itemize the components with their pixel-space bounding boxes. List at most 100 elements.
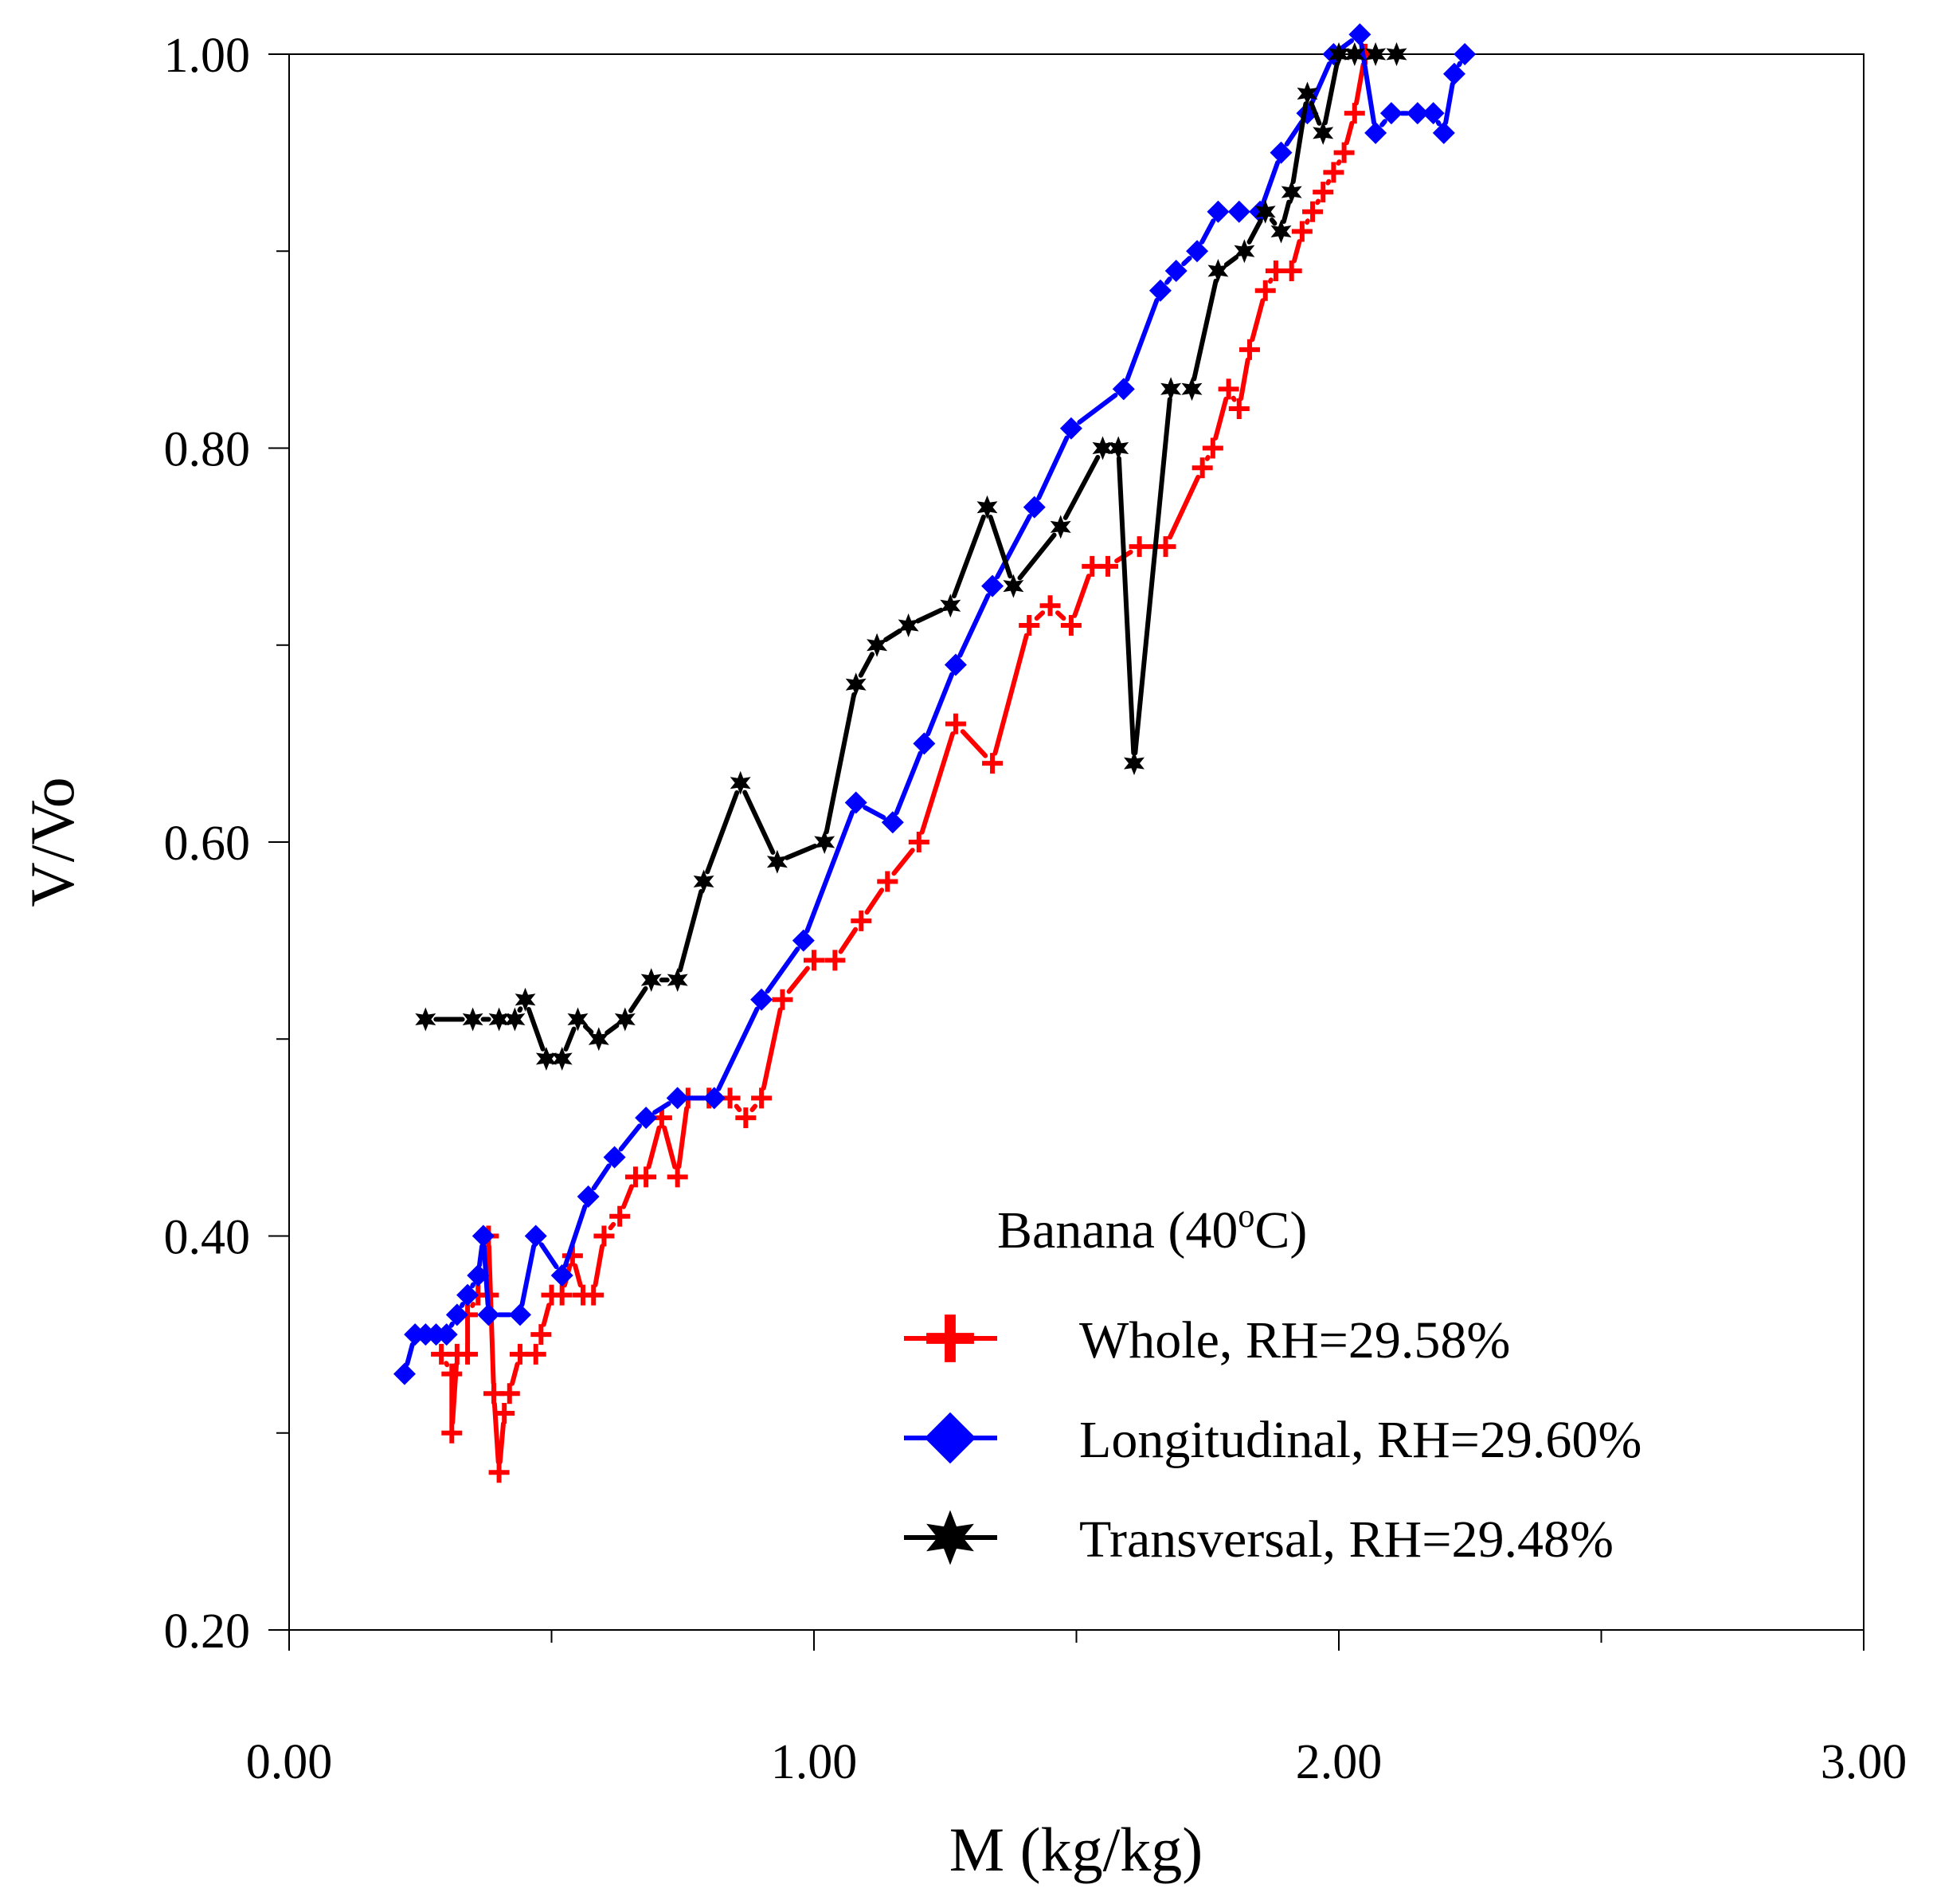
x-axis-ticks: 0.00 1.00 2.00 3.00: [246, 1630, 1907, 1789]
series-line-segment: [1034, 610, 1046, 621]
y-tick-label: 0.80: [164, 423, 251, 477]
legend-title-main: Banana (40: [997, 1201, 1238, 1260]
data-point-diamond: [472, 1224, 495, 1248]
data-point-star: [814, 830, 835, 854]
plot-area-frame: [288, 53, 1865, 1631]
series-line-segment: [517, 1006, 523, 1013]
data-point-star: [515, 987, 536, 1012]
series-line-segment: [784, 844, 818, 860]
series-line-segment: [864, 887, 885, 915]
series-line-segment: [734, 1103, 742, 1112]
series-line-segment: [1292, 239, 1302, 264]
legend-marker-star: [926, 1510, 974, 1565]
data-point-diamond: [1348, 23, 1371, 46]
data-point-plus: [1019, 615, 1040, 637]
series-line-segment: [915, 607, 944, 624]
data-point-plus: [499, 1383, 520, 1404]
data-point-diamond: [1454, 43, 1477, 65]
data-point-plus: [593, 1225, 615, 1247]
series-line-segment: [1284, 119, 1305, 147]
series-line-segment: [652, 1101, 671, 1115]
x-axis-label: M (kg/kg): [949, 1815, 1203, 1884]
data-point-plus: [1333, 142, 1355, 163]
data-point-diamond: [1186, 240, 1209, 263]
series-line-segment: [1036, 435, 1070, 500]
series-line-segment: [1354, 61, 1366, 106]
data-point-diamond: [913, 732, 936, 755]
y-tick-label: 1.00: [164, 29, 251, 83]
series-line-segment: [1339, 38, 1354, 51]
data-point-plus: [1291, 221, 1313, 242]
x-tick-label: 1.00: [771, 1735, 858, 1789]
data-point-star: [488, 1007, 510, 1032]
data-point-diamond: [1112, 378, 1135, 401]
series-line-segment: [925, 672, 955, 737]
data-point-diamond: [1207, 200, 1230, 223]
data-point-plus: [751, 1087, 773, 1109]
data-point-plus: [1323, 162, 1344, 183]
series-line-segment: [646, 1125, 662, 1169]
series-line-segment: [1261, 159, 1281, 205]
series-line-segment: [716, 1006, 760, 1091]
series-line-segment: [1231, 395, 1237, 402]
data-point-plus: [804, 950, 824, 971]
legend-label: Whole, RH=29.58%: [1079, 1311, 1510, 1369]
series-line-segment: [1191, 278, 1219, 382]
data-point-plus: [1218, 378, 1239, 400]
legend-entry-longitudinal: Longitudinal, RH=29.60%: [904, 1411, 1641, 1469]
series-line-segment: [678, 889, 704, 973]
y-axis-ticks: 0.20 0.40 0.60 0.80 1.00: [164, 29, 289, 1659]
series-line-segment: [1344, 120, 1355, 146]
series-line-segment: [444, 1361, 450, 1368]
data-point-star: [1386, 42, 1407, 66]
series-line-segment: [628, 985, 648, 1013]
data-point-plus: [1238, 339, 1260, 360]
data-point-star: [940, 594, 961, 618]
data-point-diamond: [550, 1263, 573, 1287]
series-line-segment: [497, 1421, 506, 1465]
series-line-segment: [1336, 159, 1342, 166]
data-point-diamond: [1059, 417, 1082, 440]
data-point-plus: [1191, 457, 1213, 479]
series-line-segment: [951, 514, 986, 599]
series-line-segment: [526, 1007, 546, 1052]
series-line-segment: [1204, 455, 1211, 461]
data-point-star: [693, 869, 714, 894]
series-line-segment: [582, 1024, 594, 1035]
legend-entries: Whole, RH=29.58% Longitudinal, RH=29.60% T…: [904, 1311, 1641, 1569]
series-line-segment: [1309, 100, 1322, 126]
data-point-plus: [441, 1422, 463, 1444]
series-line-segment: [510, 1361, 520, 1386]
series-line-segment: [676, 1106, 690, 1169]
data-point-star: [898, 613, 919, 637]
series-line-segment: [608, 1221, 616, 1231]
series-line-segment: [863, 805, 886, 821]
data-point-diamond: [881, 811, 904, 834]
data-point-diamond: [702, 1087, 726, 1110]
data-point-star: [551, 1047, 573, 1071]
data-point-star: [1281, 180, 1302, 205]
data-point-plus: [1155, 536, 1176, 558]
series-line-segment: [1055, 610, 1066, 621]
data-point-plus: [1129, 536, 1150, 558]
series-line-segment: [761, 1007, 783, 1091]
data-point-diamond: [1432, 121, 1455, 144]
series-line-segment: [405, 1342, 415, 1366]
legend-label: Longitudinal, RH=29.60%: [1079, 1411, 1641, 1469]
series-line-segment: [618, 1123, 642, 1152]
series-line-segment: [858, 652, 875, 678]
data-point-diamond: [508, 1303, 531, 1326]
data-point-star: [640, 968, 662, 993]
series-line-segment: [1246, 218, 1263, 245]
data-point-star: [667, 968, 688, 993]
data-point-plus: [457, 1343, 479, 1365]
data-point-star: [867, 633, 888, 657]
series-line-segment: [992, 633, 1029, 756]
legend-title: Banana (40oC): [997, 1198, 1307, 1260]
data-point-diamond: [944, 653, 967, 676]
series-line-segment: [919, 731, 956, 835]
data-point-plus: [851, 910, 872, 931]
series-line-segment: [838, 927, 859, 954]
data-point-plus: [636, 1166, 657, 1188]
series-line-segment: [1315, 198, 1321, 206]
